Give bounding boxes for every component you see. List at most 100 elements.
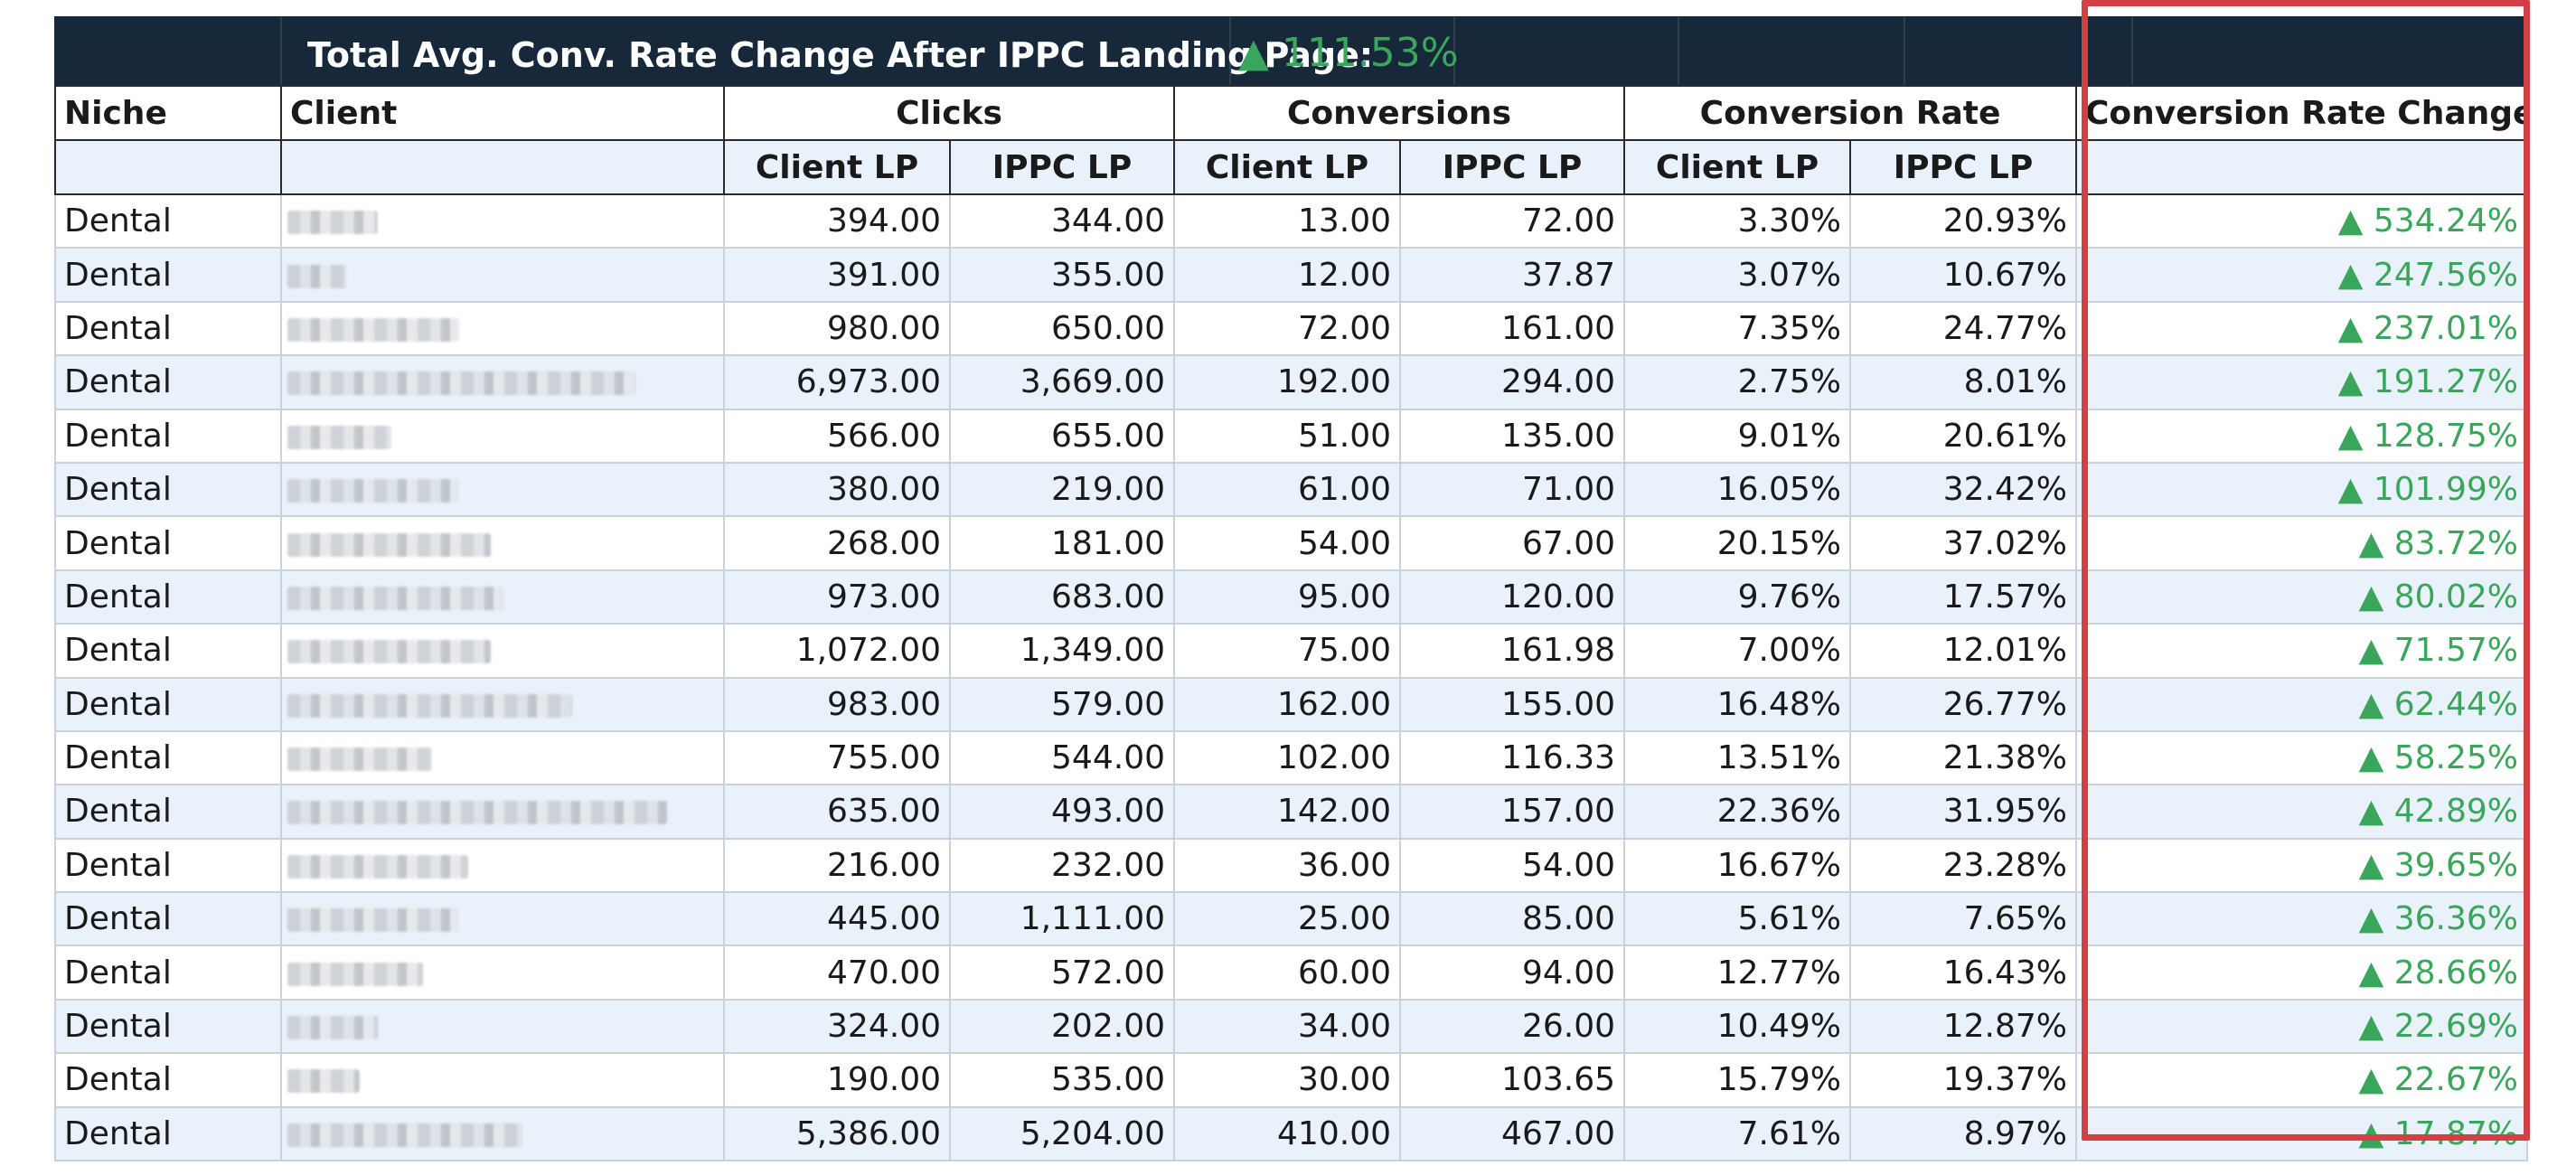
niche-cell: Dental (54, 461, 282, 518)
conversions-client-lp-cell: 13.00 (1173, 193, 1401, 249)
conversion-table: Niche Client Clicks Conversions Conversi… (54, 85, 2529, 1162)
conversions-client-lp-cell: 30.00 (1173, 1052, 1401, 1108)
table-row: Dental 973.00 683.00 95.00 120.00 9.76% 17.57%… (54, 569, 2529, 625)
rate-ippc-lp-cell: 21.38% (1849, 729, 2078, 786)
conversions-client-lp-cell: 142.00 (1173, 784, 1401, 840)
conversion-rate-change-cell: ▲ 62.44% (2075, 676, 2529, 732)
subheader-conversions-client-lp: Client LP (1173, 139, 1401, 195)
rate-ippc-lp-cell: 20.93% (1849, 193, 2078, 249)
table-row: Dental 380.00 219.00 61.00 71.00 16.05% 32.42%… (54, 461, 2529, 518)
rate-client-lp-cell: 15.79% (1623, 1052, 1852, 1108)
conversions-ippc-lp-cell: 26.00 (1398, 998, 1626, 1055)
niche-cell: Dental (54, 998, 282, 1055)
client-cell (280, 354, 725, 410)
conversions-ippc-lp-cell: 94.00 (1398, 945, 1626, 1001)
table-row: Dental 190.00 535.00 30.00 103.65 15.79% 19.37… (54, 1052, 2529, 1108)
niche-cell: Dental (54, 891, 282, 947)
clicks-client-lp-cell: 190.00 (723, 1052, 951, 1108)
clicks-ippc-lp-cell: 683.00 (949, 569, 1175, 625)
redacted-client-name (287, 425, 391, 449)
redacted-client-name (287, 962, 423, 986)
niche-cell: Dental (54, 300, 282, 357)
table-row: Dental 216.00 232.00 36.00 54.00 16.67% 23.28%… (54, 837, 2529, 894)
conversion-rate-change-cell: ▲ 42.89% (2075, 784, 2529, 840)
client-cell (280, 998, 725, 1055)
clicks-ippc-lp-cell: 493.00 (949, 784, 1175, 840)
table-row: Dental 635.00 493.00 142.00 157.00 22.36% 31.9… (54, 784, 2529, 840)
table-row: Dental 566.00 655.00 51.00 135.00 9.01% 20.61%… (54, 408, 2529, 464)
client-cell (280, 1105, 725, 1162)
subheader-clicks-client-lp: Client LP (723, 139, 951, 195)
niche-cell: Dental (54, 784, 282, 840)
conversions-ippc-lp-cell: 467.00 (1398, 1105, 1626, 1162)
conversion-rate-change-cell: ▲ 22.69% (2075, 998, 2529, 1055)
rate-client-lp-cell: 22.36% (1623, 784, 1852, 840)
rate-ippc-lp-cell: 8.01% (1849, 354, 2078, 410)
clicks-client-lp-cell: 5,386.00 (723, 1105, 951, 1162)
table-row: Dental 324.00 202.00 34.00 26.00 10.49% 12.87%… (54, 998, 2529, 1055)
conversion-rate-change-cell: ▲ 36.36% (2075, 891, 2529, 947)
conversions-client-lp-cell: 34.00 (1173, 998, 1401, 1055)
table-row: Dental 5,386.00 5,204.00 410.00 467.00 7.61% 8… (54, 1105, 2529, 1162)
conversion-rate-change-cell: ▲ 128.75% (2075, 408, 2529, 464)
client-cell (280, 408, 725, 464)
rate-ippc-lp-cell: 12.01% (1849, 623, 2078, 679)
conversion-rate-change-cell: ▲ 101.99% (2075, 461, 2529, 518)
rate-client-lp-cell: 16.05% (1623, 461, 1852, 518)
clicks-client-lp-cell: 394.00 (723, 193, 951, 249)
clicks-ippc-lp-cell: 535.00 (949, 1052, 1175, 1108)
subheader-clicks-ippc-lp: IPPC LP (949, 139, 1175, 195)
table-row: Dental 445.00 1,111.00 25.00 85.00 5.61% 7.65%… (54, 891, 2529, 947)
clicks-ippc-lp-cell: 181.00 (949, 515, 1175, 571)
clicks-ippc-lp-cell: 544.00 (949, 729, 1175, 786)
clicks-ippc-lp-cell: 655.00 (949, 408, 1175, 464)
rate-client-lp-cell: 10.49% (1623, 998, 1852, 1055)
subheader-rate-client-lp: Client LP (1623, 139, 1852, 195)
conversions-ippc-lp-cell: 54.00 (1398, 837, 1626, 894)
table-row: Dental 983.00 579.00 162.00 155.00 16.48% 26.7… (54, 676, 2529, 732)
conversions-client-lp-cell: 25.00 (1173, 891, 1401, 947)
client-cell (280, 837, 725, 894)
clicks-client-lp-cell: 391.00 (723, 247, 951, 303)
clicks-client-lp-cell: 324.00 (723, 998, 951, 1055)
clicks-client-lp-cell: 470.00 (723, 945, 951, 1001)
header-conversion-rate-change: Conversion Rate Change (2075, 85, 2529, 141)
conversions-ippc-lp-cell: 116.33 (1398, 729, 1626, 786)
niche-cell: Dental (54, 1105, 282, 1162)
niche-cell: Dental (54, 1052, 282, 1108)
clicks-client-lp-cell: 973.00 (723, 569, 951, 625)
conversions-ippc-lp-cell: 37.87 (1398, 247, 1626, 303)
conversions-client-lp-cell: 54.00 (1173, 515, 1401, 571)
conversions-client-lp-cell: 51.00 (1173, 408, 1401, 464)
header-clicks: Clicks (723, 85, 1175, 141)
clicks-ippc-lp-cell: 344.00 (949, 193, 1175, 249)
clicks-client-lp-cell: 268.00 (723, 515, 951, 571)
table-row: Dental 394.00 344.00 13.00 72.00 3.30% 20.93% ▲… (54, 193, 2529, 249)
conversions-client-lp-cell: 36.00 (1173, 837, 1401, 894)
conversions-ippc-lp-cell: 294.00 (1398, 354, 1626, 410)
clicks-client-lp-cell: 566.00 (723, 408, 951, 464)
conversion-rate-change-cell: ▲ 80.02% (2075, 569, 2529, 625)
redacted-client-name (287, 211, 378, 235)
clicks-client-lp-cell: 6,973.00 (723, 354, 951, 410)
conversions-client-lp-cell: 12.00 (1173, 247, 1401, 303)
client-cell (280, 300, 725, 357)
rate-client-lp-cell: 3.30% (1623, 193, 1852, 249)
conversion-rate-change-cell: ▲ 39.65% (2075, 837, 2529, 894)
banner-value: ▲ 111.53% (1238, 30, 1459, 76)
conversions-ippc-lp-cell: 67.00 (1398, 515, 1626, 571)
redacted-client-name (287, 693, 572, 718)
header-conversions: Conversions (1172, 85, 1626, 141)
header-niche: Niche (54, 85, 282, 141)
subheader-rate-ippc-lp: IPPC LP (1849, 139, 2078, 195)
redacted-client-name (287, 1069, 360, 1094)
niche-cell: Dental (54, 354, 282, 410)
conversions-ippc-lp-cell: 135.00 (1398, 408, 1626, 464)
conversions-ippc-lp-cell: 155.00 (1398, 676, 1626, 732)
niche-cell: Dental (54, 408, 282, 464)
client-cell (280, 623, 725, 679)
conversions-ippc-lp-cell: 71.00 (1398, 461, 1626, 518)
rate-client-lp-cell: 3.07% (1623, 247, 1852, 303)
conversion-rate-change-cell: ▲ 247.56% (2075, 247, 2529, 303)
conversion-rate-change-cell: ▲ 534.24% (2075, 193, 2529, 249)
